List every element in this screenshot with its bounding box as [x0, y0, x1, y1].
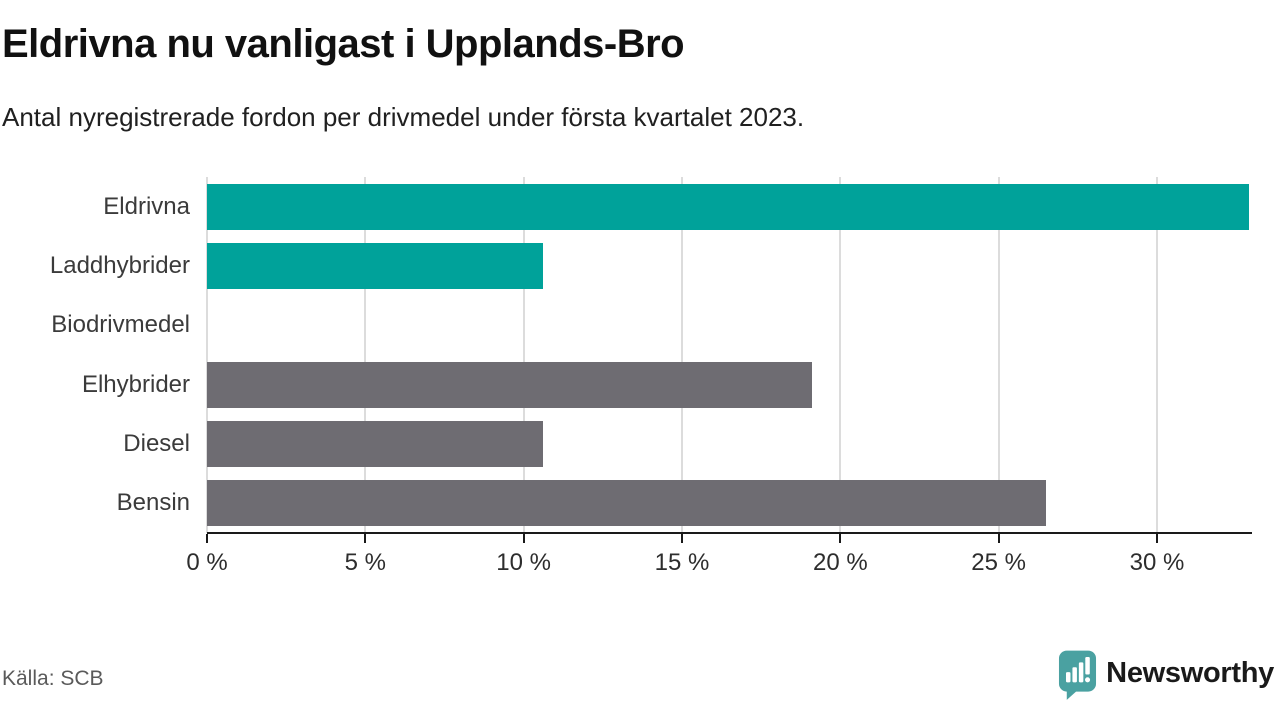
category-label-laddhybrider: Laddhybrider: [49, 251, 190, 279]
tick-label-5: 5 %: [344, 549, 387, 576]
x-axis-line: [207, 532, 1252, 534]
newsworthy-speech-bubble-bar-chart-icon: [1059, 650, 1097, 700]
tick-mark-5: [364, 534, 367, 543]
source-note: Källa: SCB: [2, 667, 104, 690]
bar-eldrivna: [207, 183, 1249, 230]
category-label-diesel: Diesel: [123, 429, 190, 457]
category-label-biodrivmedel: Biodrivmedel: [51, 311, 190, 339]
tick-label-10: 10 %: [496, 549, 552, 576]
tick-label-30: 30 %: [1129, 549, 1185, 576]
tick-label-20: 20 %: [812, 549, 868, 576]
tick-label-15: 15 %: [654, 549, 710, 576]
tick-mark-10: [522, 534, 525, 543]
category-label-elhybrider: Elhybrider: [81, 370, 190, 398]
plot-area: [206, 177, 1252, 533]
gridline-20: [839, 177, 842, 533]
newsworthy-wordmark: Newsworthy: [1106, 657, 1274, 689]
mini-bar-chart-glyph: [1066, 656, 1091, 683]
x-axis: 0 % 5 % 10 % 15 % 20 % 25 % 30 %: [186, 532, 1252, 592]
gridline-5: [364, 177, 367, 533]
bar-laddhybrider: [207, 243, 543, 289]
tick-label-25: 25 %: [971, 549, 1027, 576]
gridline-25: [997, 177, 1000, 533]
chart-subtitle: Antal nyregistrerade fordon per drivmede…: [2, 102, 805, 132]
speech-bubble-shape: [1059, 650, 1097, 700]
tick-label-0: 0 %: [186, 549, 228, 576]
gridline-0: [206, 177, 208, 533]
tick-mark-15: [681, 534, 683, 543]
tick-mark-30: [1156, 534, 1158, 543]
gridline-10: [522, 177, 525, 533]
tick-mark-20: [839, 534, 842, 543]
bar-elhybrider: [207, 361, 812, 408]
chart-title: Eldrivna nu vanligast i Upplands-Bro: [2, 22, 685, 66]
gridline-15: [681, 177, 683, 533]
bar-diesel: [207, 421, 543, 467]
tick-mark-0: [206, 534, 208, 543]
bar-bensin: [207, 480, 1047, 527]
newsworthy-logo: Newsworthy: [1058, 650, 1274, 700]
category-label-bensin: Bensin: [116, 489, 190, 517]
gridline-30: [1156, 177, 1158, 533]
category-axis: Eldrivna Laddhybrider Biodrivmedel Elhybrid…: [0, 177, 190, 533]
tick-mark-25: [997, 534, 1000, 543]
category-label-eldrivna: Eldrivna: [103, 192, 190, 220]
